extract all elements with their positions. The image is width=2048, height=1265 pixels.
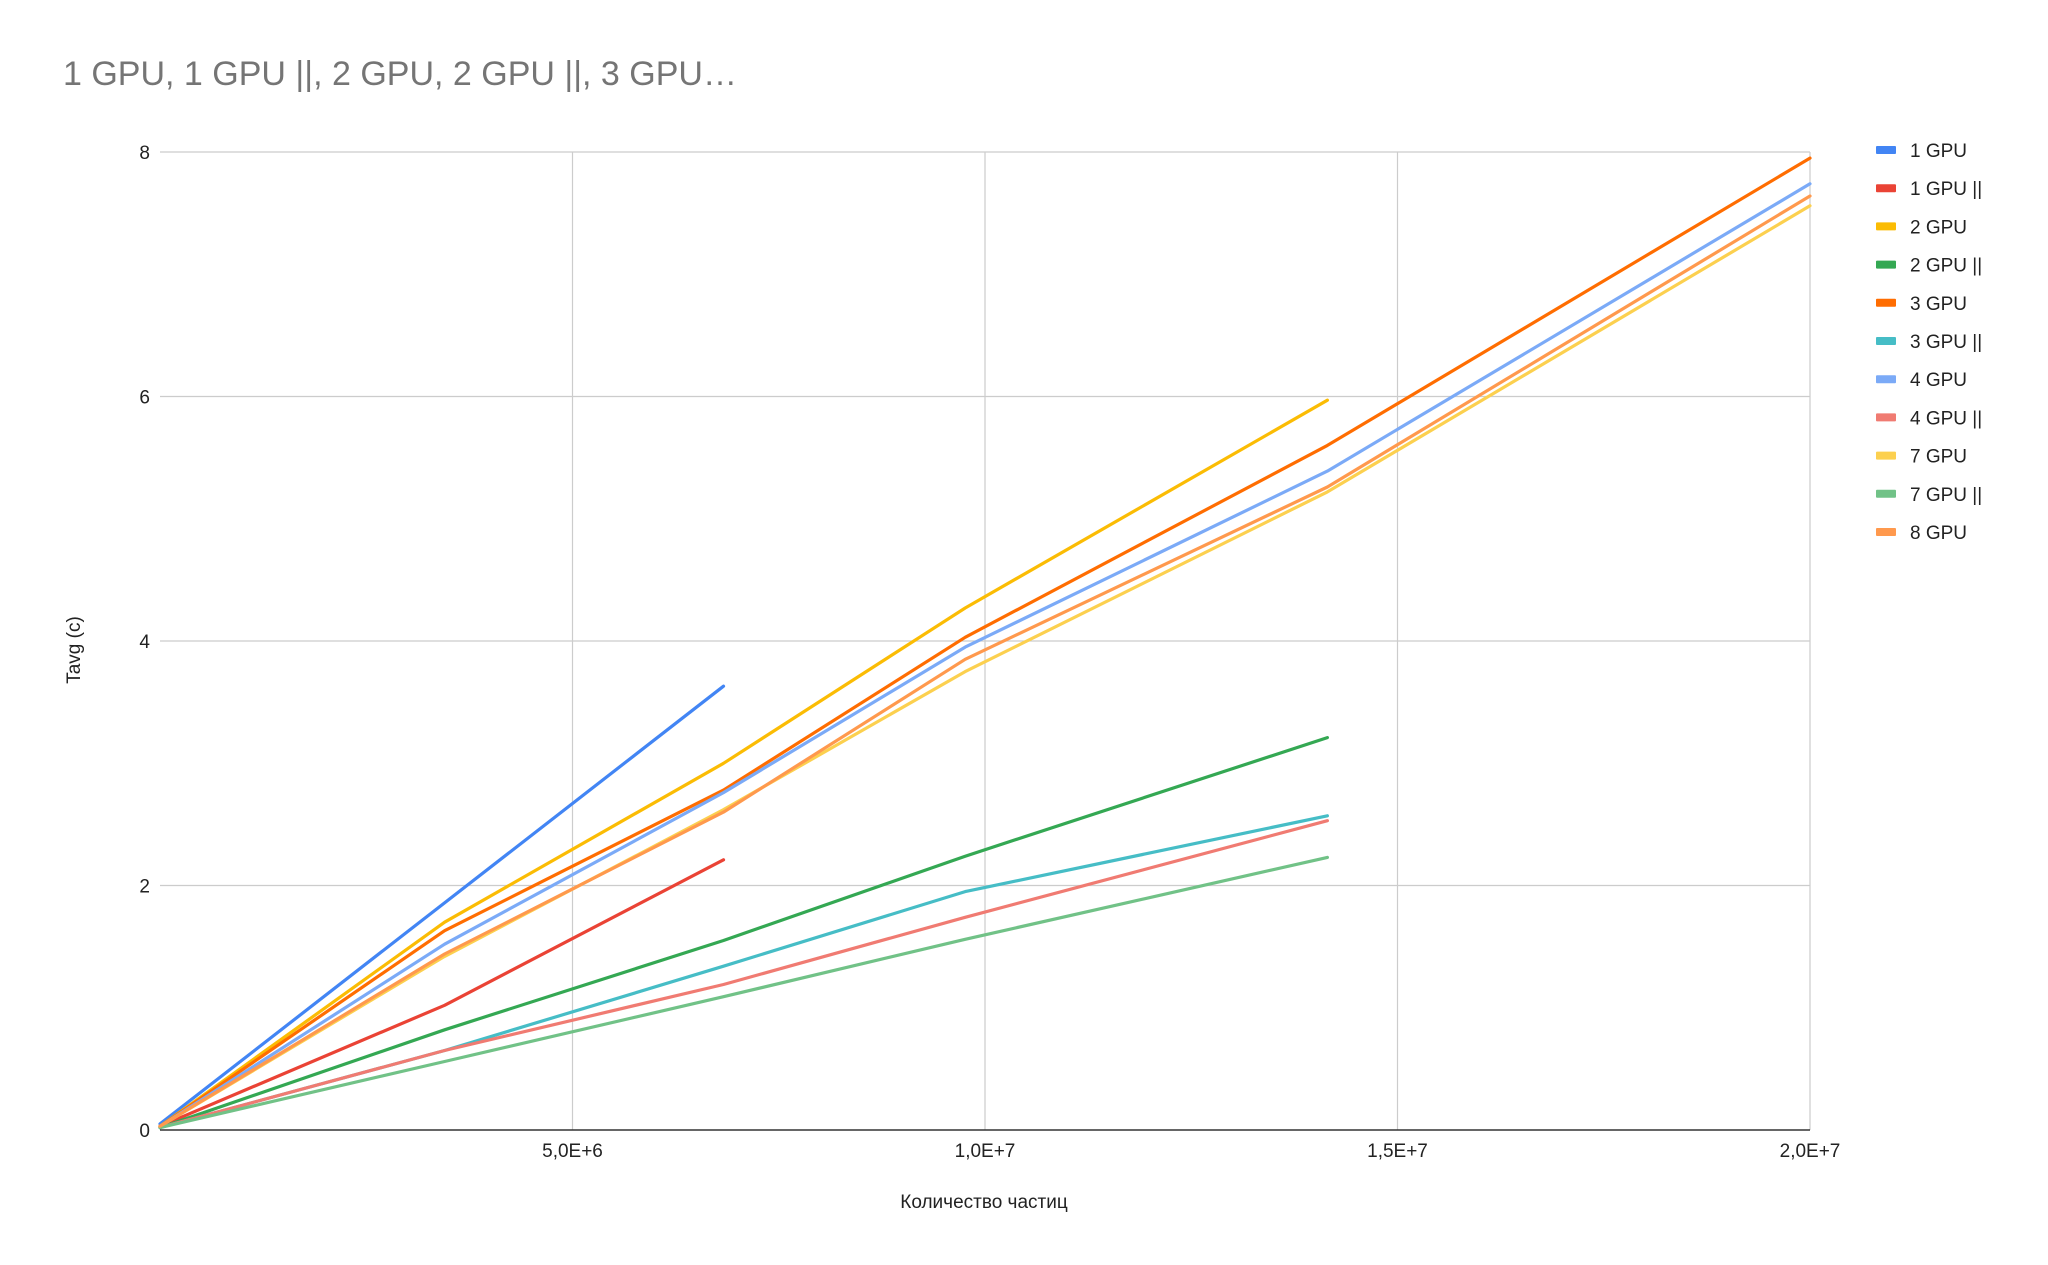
series-line-7-gpu-parallel (158, 855, 1330, 1130)
legend-item-1-gpu[interactable]: 1 GPU (1876, 141, 1967, 162)
legend-swatch (1876, 413, 1896, 422)
legend-label: 1 GPU || (1910, 179, 1982, 200)
series-line-3-gpu (158, 156, 1812, 1128)
series-line-2-gpu (158, 398, 1330, 1128)
legend-swatch (1876, 489, 1896, 498)
legend-label: 8 GPU (1910, 523, 1967, 544)
series-line-2-gpu-parallel (158, 735, 1330, 1130)
series-line-1-gpu (158, 684, 726, 1126)
x-tick-label: 2,0E+7 (1780, 1141, 1841, 1162)
legend-swatch (1876, 528, 1896, 536)
series-line-4-gpu (158, 182, 1812, 1128)
legend-label: 4 GPU || (1910, 408, 1982, 429)
legend-label: 2 GPU || (1910, 256, 1982, 277)
legend-label: 7 GPU (1910, 447, 1967, 468)
series-line-7-gpu (158, 204, 1812, 1128)
x-tick-label: 1,0E+7 (955, 1141, 1016, 1162)
legend-swatch (1876, 375, 1896, 384)
series-line-8-gpu (158, 194, 1812, 1128)
chart-title: 1 GPU, 1 GPU ||, 2 GPU, 2 GPU ||, 3 GPU… (63, 55, 737, 93)
legend-label: 1 GPU (1910, 141, 1967, 162)
grid-lines (160, 151, 1811, 1130)
legend-item-8-gpu[interactable]: 8 GPU (1876, 523, 1967, 544)
y-tick-label: 4 (139, 632, 150, 653)
x-tick-label: 1,5E+7 (1367, 1141, 1428, 1162)
x-axis-title: Количество частиц (900, 1192, 1068, 1213)
y-tick-label: 8 (139, 143, 150, 164)
x-tick-label: 5,0E+6 (542, 1141, 603, 1162)
y-tick-label: 0 (139, 1121, 150, 1142)
legend-label: 4 GPU (1910, 370, 1967, 391)
legend-label: 3 GPU (1910, 294, 1967, 315)
series-line-1-gpu-parallel (158, 858, 726, 1128)
legend-label: 7 GPU || (1910, 485, 1982, 506)
y-tick-label: 6 (139, 388, 150, 409)
legend[interactable]: 1 GPU 1 GPU || 2 GPU 2 GPU || 3 GPU 3 GPU || 4… (1876, 141, 1982, 544)
legend-item-2-gpu[interactable]: 2 GPU (1876, 217, 1967, 238)
tick-labels: 0 2 4 6 8 5,0E+6 1,0E+7 1,5E+7 2,0E+7 (139, 143, 1840, 1162)
legend-swatch (1876, 260, 1896, 269)
legend-swatch (1876, 222, 1896, 231)
legend-item-1-gpu-parallel[interactable]: 1 GPU || (1876, 179, 1982, 200)
legend-swatch (1876, 298, 1896, 307)
y-axis-title: Tavg (c) (64, 616, 85, 684)
legend-swatch (1876, 337, 1896, 345)
y-tick-label: 2 (139, 877, 150, 898)
legend-item-7-gpu-parallel[interactable]: 7 GPU || (1876, 485, 1982, 506)
legend-item-4-gpu[interactable]: 4 GPU (1876, 370, 1967, 391)
legend-item-4-gpu-parallel[interactable]: 4 GPU || (1876, 408, 1982, 429)
legend-item-2-gpu-parallel[interactable]: 2 GPU || (1876, 256, 1982, 277)
legend-swatch (1876, 146, 1896, 154)
legend-swatch (1876, 184, 1896, 193)
legend-swatch (1876, 451, 1896, 460)
legend-label: 2 GPU (1910, 217, 1967, 238)
legend-item-3-gpu-parallel[interactable]: 3 GPU || (1876, 332, 1982, 353)
series-line-4-gpu-parallel (158, 819, 1330, 1130)
legend-item-7-gpu[interactable]: 7 GPU (1876, 447, 1967, 468)
legend-label: 3 GPU || (1910, 332, 1982, 353)
series-lines (158, 156, 1812, 1130)
legend-item-3-gpu[interactable]: 3 GPU (1876, 294, 1967, 315)
